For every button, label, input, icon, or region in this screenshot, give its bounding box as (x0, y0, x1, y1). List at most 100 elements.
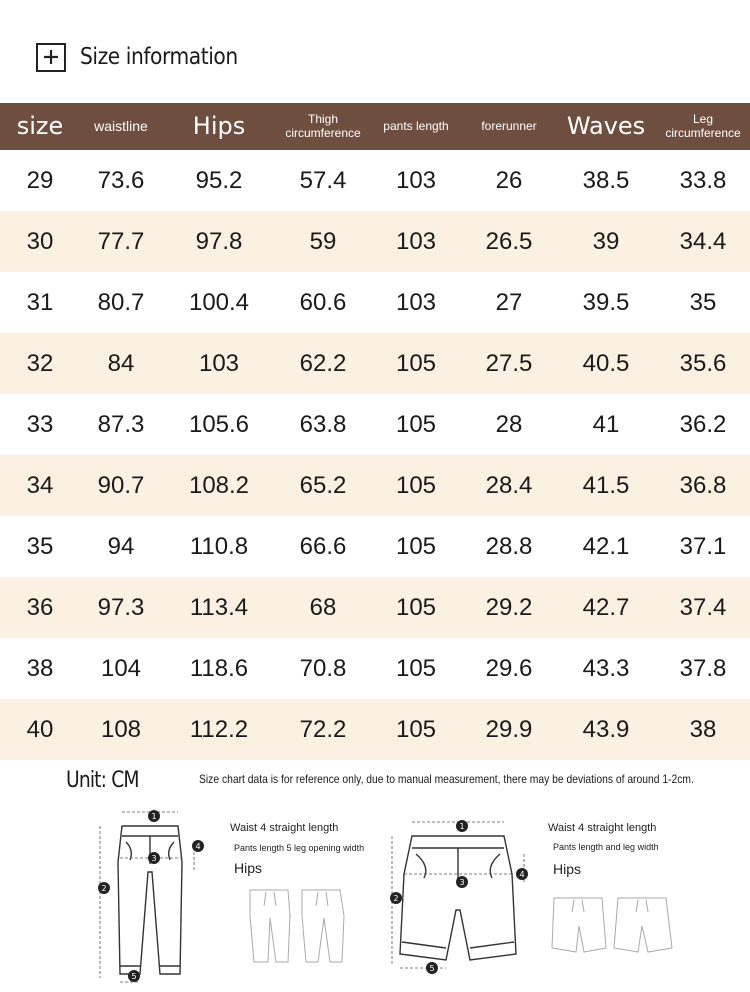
table-row: 29 73.6 95.2 57.4 103 26 38.5 33.8 (0, 150, 750, 211)
svg-text:1: 1 (151, 812, 156, 821)
table-cell: 40.5 (556, 333, 656, 394)
marker-4 (192, 840, 204, 852)
left-legend-line2: Pants length 5 leg opening width (234, 843, 365, 853)
table-header-row: size waistline Hips Thigh circumference … (0, 103, 750, 150)
size-table: size waistline Hips Thigh circumference … (0, 103, 750, 760)
table-cell: 57.4 (299, 166, 347, 194)
table-row: 30 77.7 97.8 59 103 26.5 39 34.4 (0, 211, 750, 272)
svg-text:5: 5 (429, 964, 434, 973)
right-legend-line2: Pants length and leg width (553, 842, 659, 852)
svg-text:2: 2 (393, 894, 398, 903)
table-cell: 77.7 (80, 211, 162, 272)
table-cell: 34.4 (656, 211, 750, 272)
section-heading: Size information (36, 42, 259, 72)
shorts-thumbnails (551, 897, 673, 953)
table-cell: 63.8 (299, 410, 347, 438)
table-cell: 40 (0, 699, 80, 760)
marker-2 (98, 882, 110, 894)
table-cell: 66.6 (299, 532, 347, 560)
table-cell: 41.5 (556, 455, 656, 516)
table-cell: 39.5 (582, 288, 630, 316)
table-cell: 42.1 (582, 532, 630, 560)
table-cell: 33.8 (679, 166, 727, 194)
table-row: 36 97.3 113.4 68 105 29.2 42.7 37.4 (0, 577, 750, 638)
table-cell: 105 (370, 333, 462, 394)
table-cell: 90.7 (80, 455, 162, 516)
table-cell: 118.6 (189, 654, 249, 682)
table-cell: 113.4 (162, 577, 276, 638)
marker-3 (148, 852, 160, 864)
table-cell: 103 (395, 288, 437, 316)
table-cell: 97.3 (80, 577, 162, 638)
table-cell: 27 (495, 288, 523, 316)
shorts-diagram: 1 2 3 4 5 (390, 820, 528, 974)
table-cell: 105 (395, 654, 437, 682)
table-cell: 29.9 (462, 699, 556, 760)
svg-text:3: 3 (459, 878, 464, 887)
table-cell: 29.6 (485, 654, 533, 682)
table-cell: 38.5 (582, 166, 630, 194)
table-cell: 100.4 (188, 288, 250, 316)
plus-icon[interactable] (36, 42, 66, 72)
pants-outline (117, 825, 183, 975)
table-cell: 36 (0, 577, 80, 638)
table-row: 38 104 118.6 70.8 105 29.6 43.3 37.8 (0, 638, 750, 699)
table-cell: 43.3 (582, 654, 630, 682)
header-size: size (0, 103, 80, 150)
svg-text:4: 4 (519, 870, 524, 879)
table-row: 34 90.7 108.2 65.2 105 28.4 41.5 36.8 (0, 455, 750, 516)
marker-1 (148, 810, 160, 822)
table-cell: 73.6 (97, 166, 145, 194)
right-legend-line3: Hips (553, 861, 582, 877)
table-cell: 110.8 (189, 532, 249, 560)
left-legend-line3: Hips (234, 860, 263, 876)
table-cell: 37.4 (656, 577, 750, 638)
table-cell: 35.6 (656, 333, 750, 394)
table-cell: 31 (26, 288, 54, 316)
table-cell: 36.2 (679, 410, 727, 438)
table-cell: 35 (26, 532, 54, 560)
table-cell: 105 (370, 699, 462, 760)
table-cell: 68 (276, 577, 370, 638)
table-cell: 108.2 (162, 455, 276, 516)
table-cell: 37.8 (679, 654, 727, 682)
measurement-footer: Unit: CM Size chart data is for referenc… (0, 760, 750, 992)
svg-text:1: 1 (459, 822, 464, 831)
table-cell: 37.1 (679, 532, 727, 560)
table-row: 33 87.3 105.6 63.8 105 28 41 36.2 (0, 394, 750, 455)
table-cell: 32 (0, 333, 80, 394)
header-waves: Waves (556, 103, 656, 150)
table-cell: 29.2 (462, 577, 556, 638)
table-cell: 29 (26, 166, 54, 194)
svg-text:3: 3 (151, 854, 156, 863)
table-cell: 103 (162, 333, 276, 394)
table-cell: 60.6 (299, 288, 347, 316)
long-pants-diagram: 1 2 3 4 5 (98, 810, 204, 983)
table-cell: 62.2 (276, 333, 370, 394)
table-cell: 94 (107, 532, 135, 560)
table-cell: 105 (370, 455, 462, 516)
svg-text:2: 2 (101, 884, 106, 893)
table-cell: 97.8 (162, 211, 276, 272)
table-cell: 65.2 (276, 455, 370, 516)
header-thigh: Thigh circumference (276, 103, 370, 150)
header-waistline: waistline (80, 103, 162, 150)
table-cell: 34 (0, 455, 80, 516)
long-pants-thumbnails (249, 889, 345, 963)
table-cell: 41 (592, 410, 620, 438)
marker-5 (128, 970, 140, 982)
table-cell: 87.3 (97, 410, 145, 438)
table-cell: 26.5 (462, 211, 556, 272)
table-cell: 103 (395, 166, 437, 194)
table-cell: 108 (80, 699, 162, 760)
table-cell: 28.8 (485, 532, 533, 560)
table-row: 35 94 110.8 66.6 105 28.8 42.1 37.1 (0, 516, 750, 577)
section-title: Size information (80, 44, 238, 70)
table-cell: 35 (689, 288, 717, 316)
header-forerunner: forerunner (462, 103, 556, 150)
table-cell: 80.7 (97, 288, 145, 316)
marker-4 (516, 868, 528, 880)
marker-5 (426, 962, 438, 974)
left-legend-line1: Waist 4 straight length (230, 822, 339, 834)
svg-text:4: 4 (195, 842, 200, 851)
